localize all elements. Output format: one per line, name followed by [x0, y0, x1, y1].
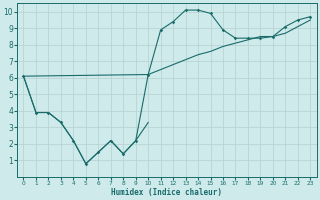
X-axis label: Humidex (Indice chaleur): Humidex (Indice chaleur)	[111, 188, 222, 197]
